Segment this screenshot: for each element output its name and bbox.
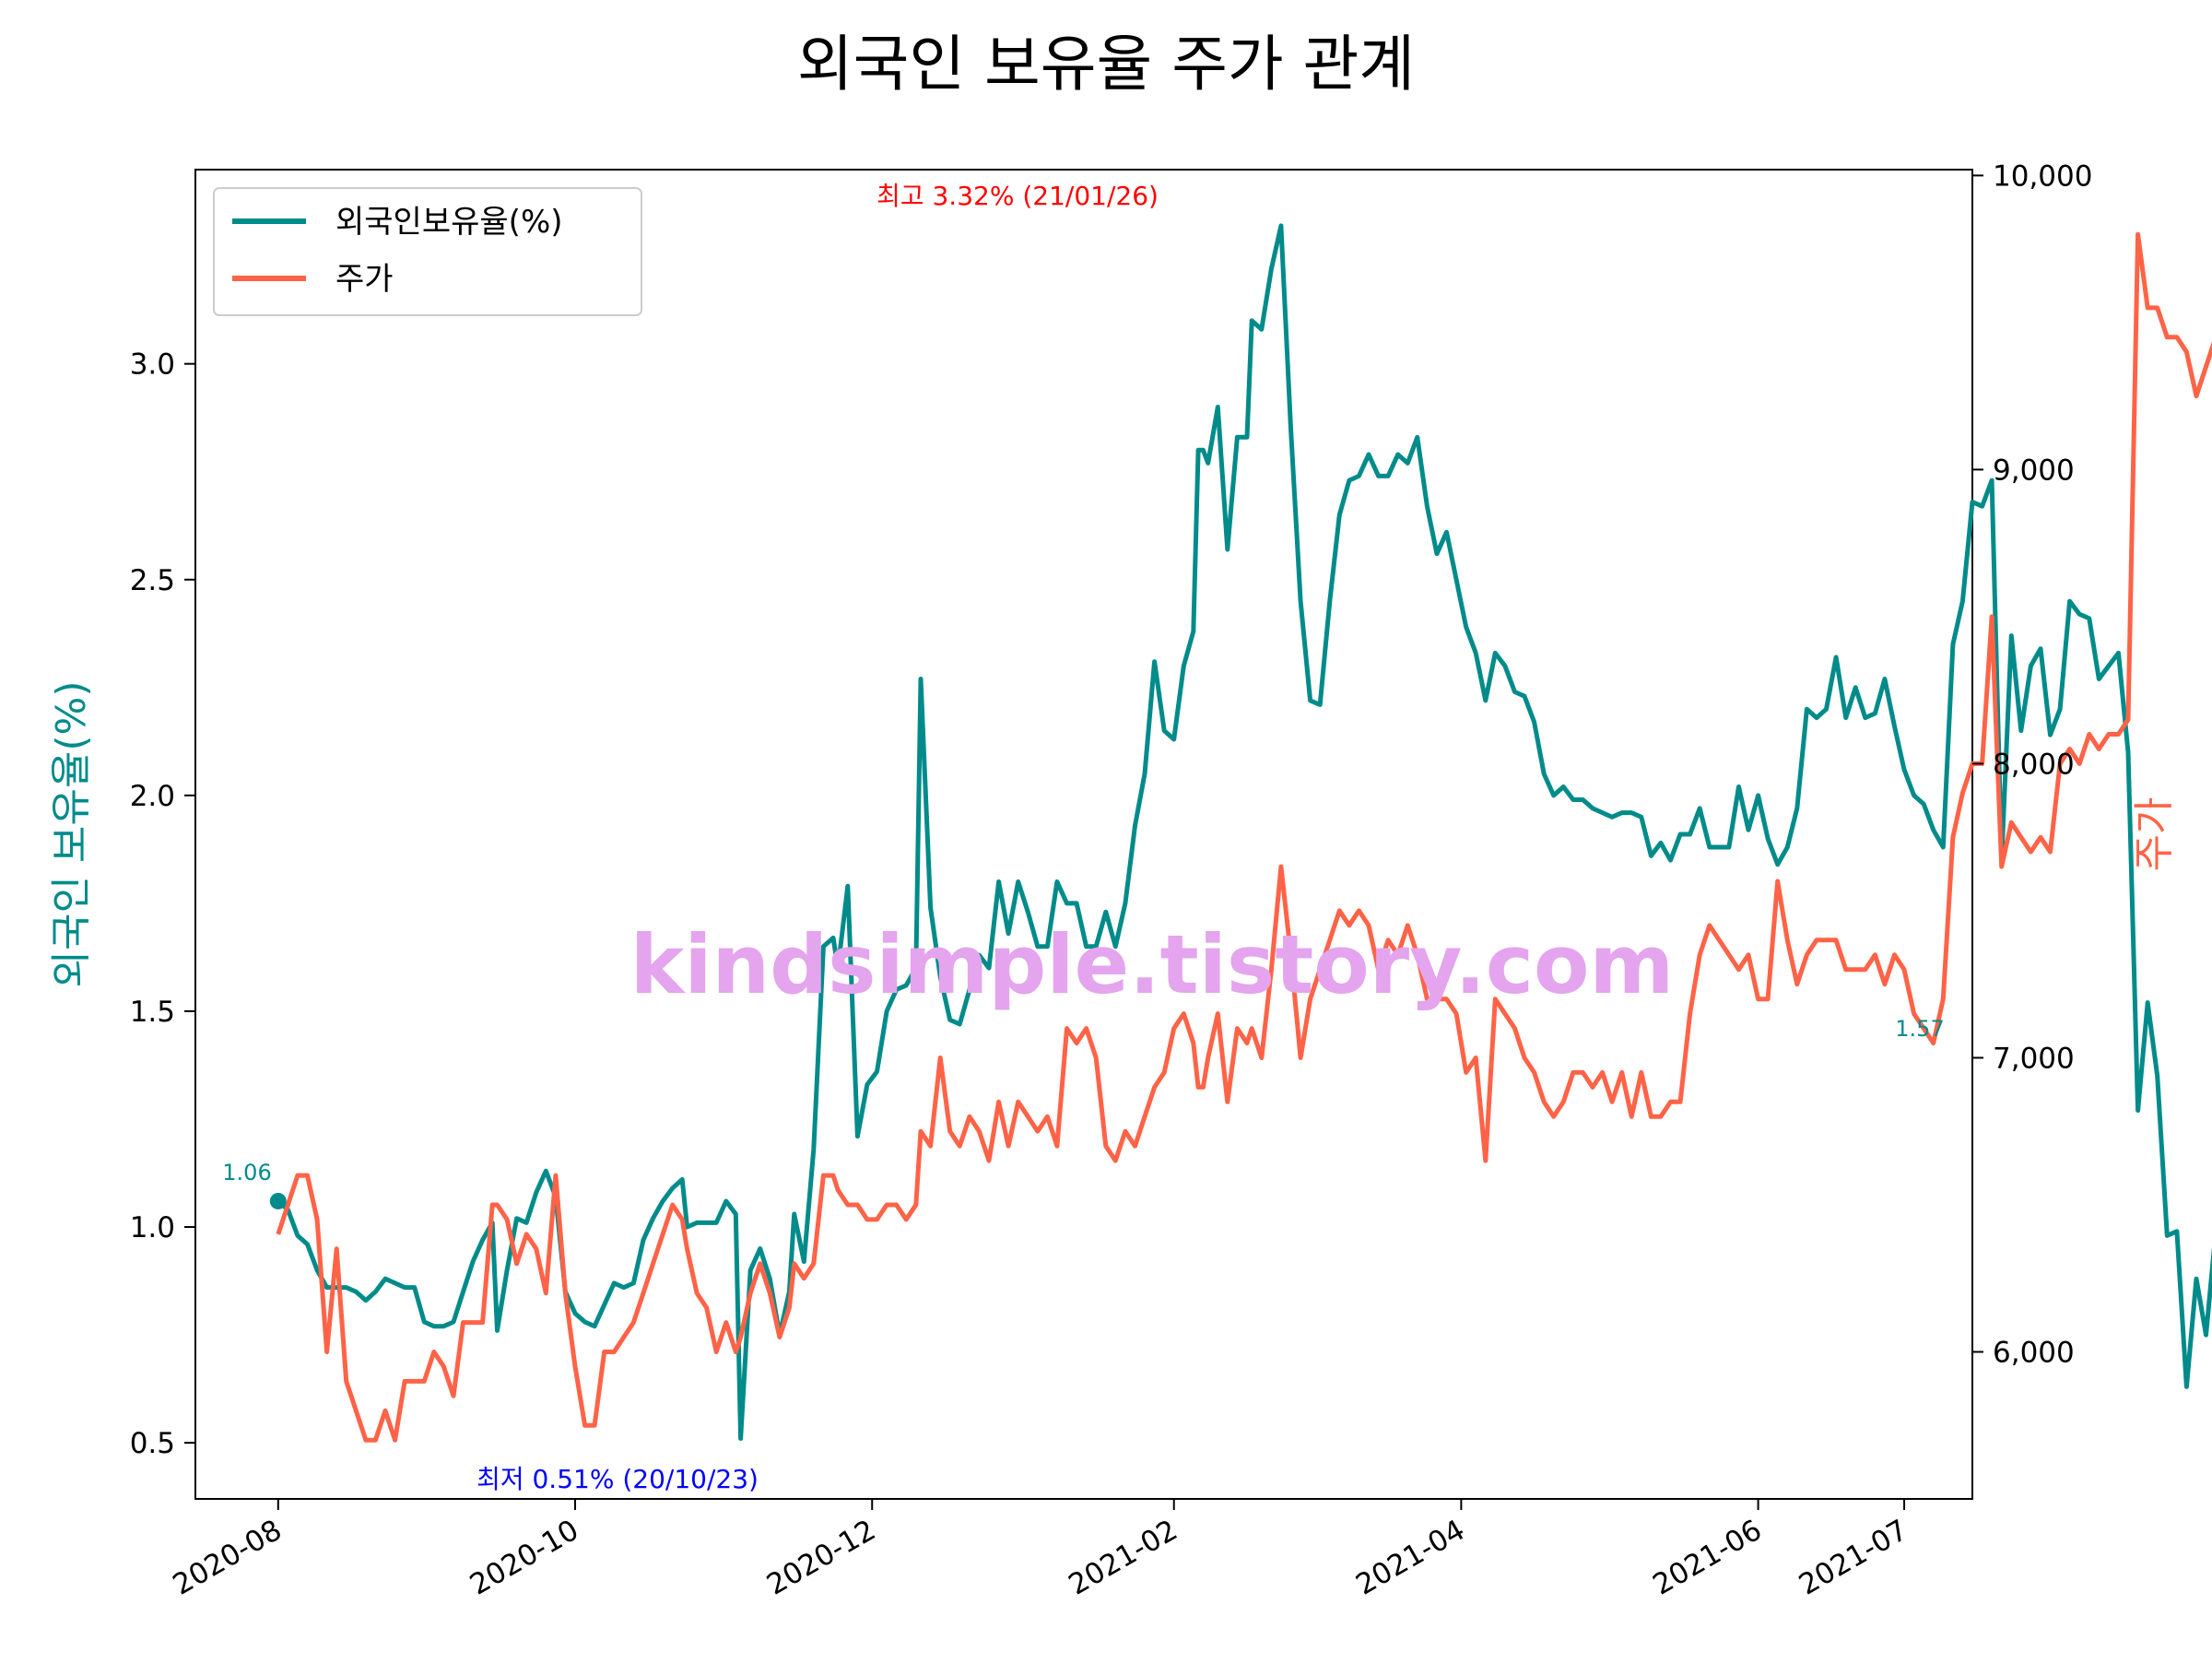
y-right-tick-label: 7,000 <box>1993 1042 2075 1075</box>
x-tick-label: 2020-12 <box>761 1514 881 1602</box>
legend-box <box>213 187 642 316</box>
y-right-tick-label: 9,000 <box>1993 454 2075 487</box>
start-point-marker <box>269 1192 287 1209</box>
x-tick-label: 2020-10 <box>465 1514 584 1602</box>
watermark: kindsimple.tistory.com <box>630 917 1674 1012</box>
y-axis-label-right: 주가 <box>2131 797 2178 872</box>
x-tick-label: 2021-04 <box>1350 1514 1470 1602</box>
legend: 외국인보유율(%) 주가 <box>213 187 642 316</box>
chart-title: 외국인 보유율 주가 관계 <box>797 29 1415 100</box>
y-right-tick-label: 6,000 <box>1993 1336 2075 1369</box>
plot-frame <box>194 169 1973 1500</box>
y-left-tick-label: 0.5 <box>130 1427 175 1460</box>
y-right-tick-label: 8,000 <box>1993 748 2075 781</box>
legend-label-holding-ratio: 외국인보유율(%) <box>335 204 563 241</box>
y-right-tick-label: 10,000 <box>1993 159 2092 193</box>
x-tick-label: 2021-06 <box>1647 1514 1767 1602</box>
series-line-price <box>276 231 2212 1443</box>
legend-label-price: 주가 <box>335 261 394 298</box>
series-line-holding-ratio <box>276 223 2212 1441</box>
end-value-label: 1.57 <box>1895 1016 1944 1042</box>
min-annotation: 최저 0.51% (20/10/23) <box>477 1464 759 1494</box>
y-left-tick-label: 2.5 <box>130 564 175 597</box>
series-layer <box>269 223 2212 1443</box>
x-tick-label: 2021-02 <box>1064 1514 1183 1602</box>
axis-layer: 0.5 1.0 1.5 2.0 2.5 3.0 6,000 7,000 8,000 9,000 10… <box>130 159 2093 1601</box>
x-tick-label: 2021-07 <box>1794 1514 1913 1602</box>
start-value-label: 1.06 <box>222 1160 271 1185</box>
y-left-tick-label: 1.0 <box>130 1211 175 1244</box>
max-annotation: 최고 3.32% (21/01/26) <box>877 181 1159 211</box>
y-left-tick-label: 1.5 <box>130 996 175 1029</box>
y-axis-label-left: 외국인 보유율(%) <box>48 680 95 987</box>
y-left-tick-label: 2.0 <box>130 780 175 813</box>
y-left-tick-label: 3.0 <box>130 348 175 382</box>
x-tick-label: 2020-08 <box>168 1514 288 1602</box>
